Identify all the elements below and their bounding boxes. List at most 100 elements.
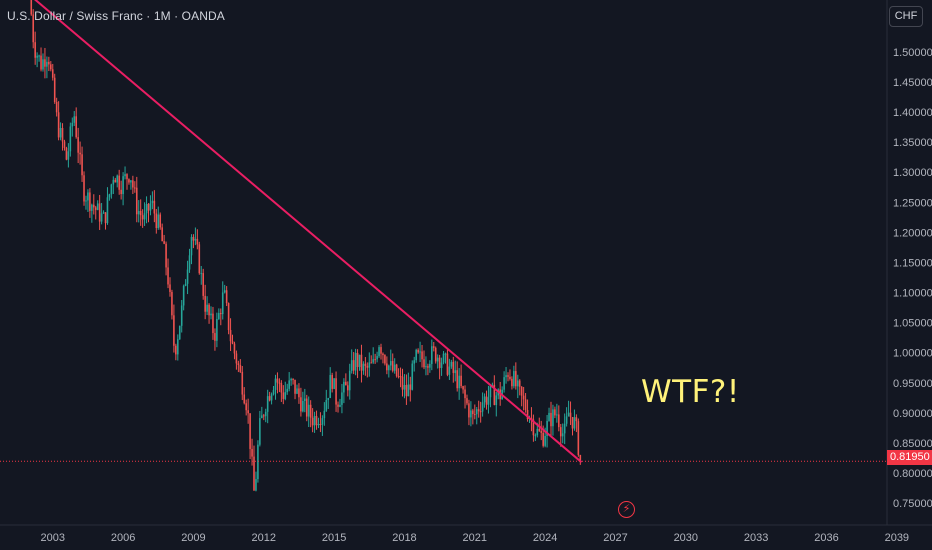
- candle-body: [423, 359, 425, 368]
- candle-body: [34, 42, 36, 58]
- candle-body: [96, 203, 99, 210]
- candle-body: [167, 267, 169, 285]
- candle-body: [36, 55, 38, 58]
- candle-body: [204, 295, 206, 312]
- candle-body: [67, 151, 70, 160]
- candle-body: [261, 415, 263, 419]
- candle-body: [343, 381, 345, 393]
- x-tick-label: 2003: [41, 532, 65, 544]
- candle-body: [350, 360, 353, 371]
- candle-body: [108, 194, 111, 198]
- candle-body: [194, 238, 197, 241]
- price-axis[interactable]: 1.50000 1.45000 1.40000 1.35000 1.30000 1.250…: [893, 47, 932, 510]
- candle-body: [100, 213, 103, 222]
- candle-body: [462, 386, 464, 390]
- candle-body: [196, 238, 199, 245]
- candle-body: [393, 364, 396, 371]
- candle-body: [505, 375, 507, 378]
- candle-body: [419, 351, 421, 353]
- candle-body: [202, 273, 205, 296]
- candle-body: [286, 388, 289, 393]
- candle-body: [538, 428, 541, 431]
- candle-body: [237, 363, 240, 366]
- candle-body: [231, 341, 234, 344]
- candle-body: [368, 362, 371, 368]
- currency-button[interactable]: CHF: [889, 6, 923, 27]
- candle-body: [405, 384, 408, 397]
- candle-body: [432, 346, 435, 348]
- candle-body: [51, 69, 54, 78]
- x-tick-label: 2012: [252, 532, 276, 544]
- candle-body: [276, 378, 279, 383]
- candle-body: [296, 388, 298, 394]
- candle-body: [175, 345, 177, 355]
- candle-body: [485, 396, 488, 405]
- candle-body: [518, 380, 521, 387]
- y-tick-label: 0.80000: [893, 468, 932, 480]
- candle-body: [124, 174, 126, 177]
- candle-body: [458, 375, 460, 389]
- candle-body: [225, 290, 228, 304]
- candle-body: [526, 409, 529, 419]
- candle-body: [200, 273, 203, 275]
- candle-body: [579, 454, 582, 461]
- candle-body: [42, 59, 44, 70]
- candle-body: [536, 428, 539, 436]
- candle-body: [112, 179, 115, 185]
- candle-body: [548, 412, 550, 421]
- y-tick-label: 1.00000: [893, 348, 932, 360]
- candle-body: [417, 349, 419, 353]
- candle-body: [69, 126, 72, 152]
- candle-body: [409, 384, 412, 390]
- time-axis[interactable]: 2003 2006 2009 2012 2015 2018 2021 2024 2027 2030…: [41, 532, 910, 544]
- candle-body: [98, 203, 101, 222]
- candle-body: [483, 396, 486, 403]
- candle-body: [520, 386, 523, 396]
- candle-body: [188, 255, 191, 270]
- candle-body: [46, 61, 48, 67]
- x-tick-label: 2015: [322, 532, 346, 544]
- candle-body: [163, 241, 165, 244]
- candle-body: [470, 410, 472, 418]
- y-tick-label: 0.95000: [893, 378, 932, 390]
- candle-body: [333, 378, 335, 389]
- candle-body: [331, 375, 333, 389]
- candle-body: [567, 412, 570, 417]
- candle-body: [227, 303, 230, 331]
- candle-body: [89, 192, 91, 211]
- candle-body: [259, 418, 261, 445]
- candle-body: [208, 304, 210, 316]
- y-tick-label: 1.30000: [893, 167, 932, 179]
- candle-body: [522, 395, 525, 400]
- candle-body: [356, 352, 359, 367]
- candle-body: [415, 349, 417, 361]
- candle-body: [384, 355, 386, 364]
- candle-body: [272, 389, 275, 395]
- candle-body: [380, 347, 382, 354]
- candle-body: [448, 366, 451, 375]
- trendline[interactable]: [29, 0, 583, 463]
- candle-body: [413, 360, 416, 364]
- y-tick-label: 1.35000: [893, 137, 932, 149]
- candle-body: [102, 212, 105, 214]
- candle-body: [341, 392, 343, 405]
- candle-body: [460, 375, 462, 387]
- candle-body: [218, 313, 220, 319]
- candle-body: [438, 357, 441, 368]
- candle-body: [376, 356, 378, 360]
- candle-body: [173, 315, 175, 346]
- candle-body: [473, 414, 476, 416]
- lightning-icon[interactable]: ⚡: [618, 501, 635, 518]
- candle-body: [245, 403, 247, 411]
- candle-body: [561, 433, 564, 437]
- candle-body: [571, 417, 574, 429]
- candle-body: [73, 116, 76, 123]
- candle-body: [552, 409, 554, 427]
- candle-body: [118, 175, 120, 190]
- candle-body: [280, 383, 283, 393]
- y-tick-label: 1.45000: [893, 77, 932, 89]
- candle-body: [65, 147, 68, 160]
- candle-body: [401, 376, 404, 390]
- annotation-text[interactable]: WTF?!: [641, 374, 740, 410]
